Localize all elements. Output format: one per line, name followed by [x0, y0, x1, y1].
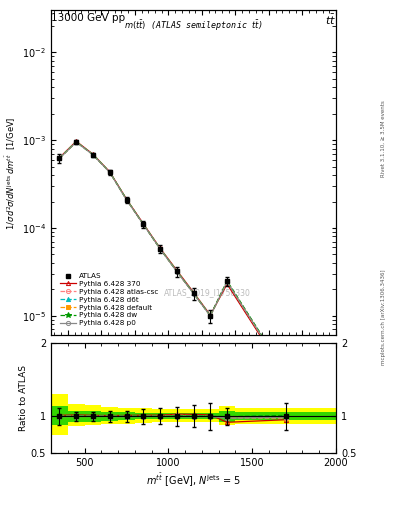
Pythia 6.428 d6t	[141, 221, 146, 227]
Pythia 6.428 370	[107, 169, 112, 175]
Pythia 6.428 default	[225, 279, 230, 285]
Pythia 6.428 370	[174, 267, 179, 273]
Pythia 6.428 dw	[91, 152, 95, 158]
Pythia 6.428 p0	[174, 268, 179, 274]
Line: Pythia 6.428 atlas-csc: Pythia 6.428 atlas-csc	[57, 140, 288, 377]
Pythia 6.428 atlas-csc	[57, 155, 62, 161]
Text: $t\bar{t}$: $t\bar{t}$	[325, 13, 336, 27]
Pythia 6.428 dw	[124, 197, 129, 203]
Pythia 6.428 dw	[174, 268, 179, 274]
Pythia 6.428 default	[107, 169, 112, 175]
Pythia 6.428 atlas-csc	[191, 290, 196, 296]
Pythia 6.428 default	[74, 139, 79, 145]
Line: Pythia 6.428 p0: Pythia 6.428 p0	[57, 140, 288, 376]
Pythia 6.428 370	[225, 281, 230, 287]
Pythia 6.428 d6t	[107, 169, 112, 175]
Pythia 6.428 dw	[225, 278, 230, 284]
X-axis label: $m^{t\bar{t}}$ [GeV], $N^{\mathrm{jets}}$ = 5: $m^{t\bar{t}}$ [GeV], $N^{\mathrm{jets}}…	[146, 472, 241, 489]
Pythia 6.428 atlas-csc	[158, 245, 162, 251]
Y-axis label: Ratio to ATLAS: Ratio to ATLAS	[19, 365, 28, 431]
Pythia 6.428 p0	[91, 152, 95, 158]
Line: Pythia 6.428 default: Pythia 6.428 default	[57, 140, 288, 376]
Pythia 6.428 d6t	[208, 313, 213, 319]
Pythia 6.428 370	[158, 245, 162, 251]
Pythia 6.428 370	[91, 151, 95, 157]
Pythia 6.428 atlas-csc	[91, 152, 95, 158]
Pythia 6.428 atlas-csc	[74, 139, 79, 145]
Pythia 6.428 default	[191, 290, 196, 296]
Pythia 6.428 d6t	[225, 278, 230, 284]
Pythia 6.428 p0	[57, 155, 62, 161]
Pythia 6.428 d6t	[57, 155, 62, 161]
Line: Pythia 6.428 d6t: Pythia 6.428 d6t	[57, 140, 288, 375]
Pythia 6.428 370	[283, 372, 288, 378]
Pythia 6.428 dw	[107, 169, 112, 175]
Pythia 6.428 d6t	[174, 268, 179, 274]
Pythia 6.428 dw	[283, 370, 288, 376]
Pythia 6.428 default	[174, 268, 179, 274]
Pythia 6.428 atlas-csc	[107, 169, 112, 175]
Pythia 6.428 atlas-csc	[124, 197, 129, 203]
Pythia 6.428 p0	[158, 246, 162, 252]
Pythia 6.428 p0	[283, 371, 288, 377]
Legend: ATLAS, Pythia 6.428 370, Pythia 6.428 atlas-csc, Pythia 6.428 d6t, Pythia 6.428 : ATLAS, Pythia 6.428 370, Pythia 6.428 at…	[57, 271, 161, 329]
Pythia 6.428 dw	[158, 246, 162, 252]
Line: Pythia 6.428 370: Pythia 6.428 370	[57, 139, 288, 377]
Line: Pythia 6.428 dw: Pythia 6.428 dw	[57, 140, 288, 375]
Pythia 6.428 atlas-csc	[283, 372, 288, 378]
Y-axis label: $1/\sigma\,d^2\!\sigma/dN^\mathrm{jets}\,dm^{t\bar{t}}$  [1/GeV]: $1/\sigma\,d^2\!\sigma/dN^\mathrm{jets}\…	[4, 116, 18, 229]
Pythia 6.428 default	[208, 313, 213, 319]
Text: mcplots.cern.ch [arXiv:1306.3436]: mcplots.cern.ch [arXiv:1306.3436]	[381, 270, 386, 365]
Pythia 6.428 d6t	[283, 370, 288, 376]
Pythia 6.428 p0	[208, 313, 213, 319]
Pythia 6.428 p0	[225, 279, 230, 285]
Pythia 6.428 370	[124, 196, 129, 202]
Text: Rivet 3.1.10, ≥ 3.5M events: Rivet 3.1.10, ≥ 3.5M events	[381, 100, 386, 177]
Text: $m(t\bar{t})$ (ATLAS semileptonic $t\bar{t}$): $m(t\bar{t})$ (ATLAS semileptonic $t\bar…	[124, 18, 263, 33]
Pythia 6.428 default	[91, 152, 95, 158]
Pythia 6.428 dw	[57, 155, 62, 161]
Pythia 6.428 dw	[208, 313, 213, 319]
Pythia 6.428 atlas-csc	[225, 279, 230, 285]
Pythia 6.428 dw	[74, 139, 79, 145]
Text: ATLAS_2019_I1750330: ATLAS_2019_I1750330	[164, 289, 251, 297]
Pythia 6.428 d6t	[158, 246, 162, 252]
Text: 13000 GeV pp: 13000 GeV pp	[51, 13, 125, 23]
Pythia 6.428 370	[74, 138, 79, 144]
Pythia 6.428 d6t	[124, 197, 129, 203]
Pythia 6.428 default	[124, 197, 129, 203]
Pythia 6.428 370	[191, 289, 196, 295]
Pythia 6.428 default	[57, 155, 62, 161]
Pythia 6.428 default	[141, 221, 146, 227]
Pythia 6.428 p0	[191, 291, 196, 297]
Pythia 6.428 d6t	[91, 152, 95, 158]
Pythia 6.428 370	[208, 312, 213, 318]
Pythia 6.428 default	[283, 370, 288, 376]
Pythia 6.428 dw	[191, 290, 196, 296]
Pythia 6.428 atlas-csc	[141, 221, 146, 227]
Pythia 6.428 p0	[107, 169, 112, 176]
Pythia 6.428 p0	[124, 197, 129, 203]
Pythia 6.428 p0	[141, 221, 146, 227]
Pythia 6.428 dw	[141, 221, 146, 227]
Pythia 6.428 370	[57, 155, 62, 161]
Pythia 6.428 default	[158, 246, 162, 252]
Pythia 6.428 p0	[74, 139, 79, 145]
Pythia 6.428 atlas-csc	[208, 312, 213, 318]
Pythia 6.428 370	[141, 221, 146, 227]
Pythia 6.428 atlas-csc	[174, 268, 179, 274]
Pythia 6.428 d6t	[74, 139, 79, 145]
Pythia 6.428 d6t	[191, 290, 196, 296]
